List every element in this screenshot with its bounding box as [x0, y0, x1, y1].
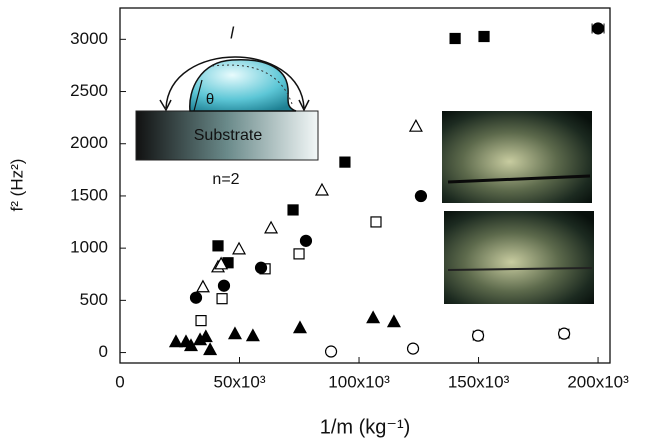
- x-tick-label: 200x10³: [567, 372, 629, 391]
- marker: [366, 310, 381, 324]
- y-tick-label: 2000: [70, 133, 108, 152]
- marker: [386, 314, 401, 328]
- x-tick-label: 50x10³: [214, 372, 266, 391]
- marker: [293, 248, 305, 260]
- marker: [245, 328, 260, 342]
- plot-frame: [119, 7, 611, 364]
- marker: [214, 256, 229, 270]
- y-tick-label: 0: [99, 342, 108, 361]
- marker: [189, 291, 203, 304]
- x-axis-label: 1/m (kg⁻¹): [320, 416, 411, 438]
- marker: [287, 204, 299, 216]
- marker: [339, 156, 351, 168]
- annotation: θ: [206, 91, 214, 108]
- marker: [478, 30, 490, 43]
- x-tick-label: 0: [115, 372, 124, 391]
- annotation: n=2: [212, 171, 239, 188]
- marker: [299, 234, 313, 247]
- marker: [314, 182, 329, 196]
- marker: [324, 345, 338, 358]
- marker: [212, 240, 224, 252]
- marker: [217, 279, 231, 292]
- marker: [195, 279, 210, 293]
- y-axis-label: f² (Hz²): [7, 159, 26, 212]
- marker: [232, 241, 247, 255]
- marker: [292, 320, 307, 334]
- annotation: Substrate: [194, 127, 263, 144]
- marker: [203, 342, 218, 356]
- y-tick-label: 500: [80, 290, 108, 309]
- annotation: l: [230, 23, 235, 42]
- marker: [558, 327, 571, 340]
- marker: [406, 342, 420, 355]
- marker: [370, 216, 382, 228]
- marker: [408, 118, 423, 132]
- marker: [414, 189, 428, 203]
- marker: [168, 334, 183, 348]
- y-tick-label: 1500: [70, 185, 108, 204]
- x-tick-label: 100x10³: [328, 372, 390, 391]
- y-tick-label: 1000: [70, 238, 108, 257]
- marker: [591, 22, 605, 35]
- marker: [195, 315, 207, 327]
- marker: [254, 261, 268, 274]
- x-tick-label: 150x10³: [448, 372, 510, 391]
- marker: [227, 326, 242, 340]
- y-tick-label: 2500: [70, 81, 108, 100]
- marker: [216, 293, 228, 305]
- y-tick-label: 3000: [70, 29, 108, 48]
- inset-photos: [442, 111, 594, 304]
- marker: [471, 329, 485, 342]
- marker: [264, 220, 279, 234]
- marker: [198, 329, 213, 343]
- inset-diagram: l θ Substrate n=2: [135, 23, 319, 188]
- marker: [449, 32, 461, 45]
